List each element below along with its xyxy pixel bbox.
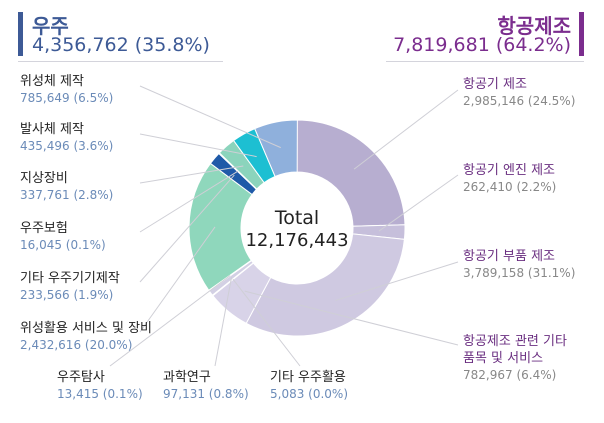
slice-label-name: 위성체 제작 [20, 74, 84, 89]
leader-line-5 [214, 277, 233, 367]
slice-label-aircraft-mfg: 항공기 제조 2,985,146 (24.5%) [463, 76, 575, 110]
slice-label-parts-mfg: 항공기 부품 제조 3,789,158 (31.1%) [463, 248, 575, 282]
leader-line-2 [335, 261, 459, 301]
slice-label-name: 발사체 제작 [20, 122, 84, 137]
donut-center-text: Total 12,176,443 [245, 206, 349, 252]
space-category-value: 4,356,762 (35.8%) [32, 34, 210, 56]
slice-label-name: 위성활용 서비스 및 장비 [20, 321, 152, 336]
slice-label-name: 항공제조 관련 기타 [463, 334, 567, 349]
slice-label-value: 16,045 (0.1%) [20, 238, 106, 252]
slice-label-value: 785,649 (6.5%) [20, 91, 114, 105]
slice-label-value: 2,985,146 (24.5%) [463, 94, 576, 108]
slice-label-science: 과학연구 97,131 (0.8%) [163, 369, 249, 403]
leader-line-9 [139, 170, 239, 233]
leader-line-12 [139, 85, 281, 149]
total-value: 12,176,443 [245, 230, 349, 251]
slice-label-value: 337,761 (2.8%) [20, 188, 114, 202]
slice-label-value: 2,432,616 (20.0%) [20, 338, 133, 352]
leader-line-3 [244, 290, 459, 346]
slice-label-other-space-use: 기타 우주활용 5,083 (0.0%) [270, 369, 348, 403]
donut-hole [241, 172, 353, 284]
slice-label-value: 13,415 (0.1%) [57, 387, 143, 401]
slice-label-name: 우주탐사 [57, 370, 105, 385]
leader-line-1 [378, 174, 459, 232]
slice-label-name: 기타 우주활용 [270, 370, 346, 385]
slice-label-name: 기타 우주기기제작 [20, 271, 120, 286]
leader-line-11 [139, 133, 257, 158]
slice-label-other-space-equipment: 기타 우주기기제작 233,566 (1.9%) [20, 270, 120, 304]
slice-label-value: 97,131 (0.8%) [163, 387, 249, 401]
slice-label-space-insurance: 우주보험 16,045 (0.1%) [20, 220, 106, 254]
slice-label-exploration: 우주탐사 13,415 (0.1%) [57, 369, 143, 403]
slice-label-aviation-other: 항공제조 관련 기타 품목 및 서비스 782,967 (6.4%) [463, 333, 567, 384]
slice-label-name: 지상장비 [20, 171, 68, 186]
leader-line-4 [232, 278, 301, 367]
leader-line-8 [139, 174, 235, 283]
slice-label-name: 항공기 부품 제조 [463, 249, 555, 264]
leader-line-0 [353, 89, 459, 170]
leader-line-7 [139, 226, 216, 333]
slice-label-launcher-mfg: 발사체 제작 435,496 (3.6%) [20, 121, 113, 155]
slice-label-value: 3,789,158 (31.1%) [463, 266, 576, 280]
aviation-accent-bar [579, 12, 584, 56]
slice-label-name: 항공기 제조 [463, 77, 527, 92]
slice-label-name: 과학연구 [163, 370, 211, 385]
slice-label-value: 5,083 (0.0%) [270, 387, 349, 401]
space-header-underline [18, 61, 223, 62]
slice-label-satellite-mfg: 위성체 제작 785,649 (6.5%) [20, 73, 113, 107]
space-accent-bar [18, 12, 23, 56]
aviation-category-value: 7,819,681 (64.2%) [393, 34, 571, 56]
slice-label-value: 233,566 (1.9%) [20, 288, 114, 302]
slice-label-value: 435,496 (3.6%) [20, 139, 114, 153]
total-label: Total [274, 207, 320, 229]
slice-label-name-cont: 품목 및 서비스 [463, 351, 544, 366]
slice-label-name: 우주보험 [20, 221, 68, 236]
leader-line-10 [139, 165, 244, 184]
slice-label-satellite-services: 위성활용 서비스 및 장비 2,432,616 (20.0%) [20, 320, 152, 354]
leader-line-6 [109, 275, 231, 367]
space-category-title: 우주 [32, 14, 69, 38]
aviation-header-underline [386, 61, 584, 62]
aviation-category-title: 항공제조 [497, 14, 571, 38]
slice-label-engine-mfg: 항공기 엔진 제조 262,410 (2.2%) [463, 162, 556, 196]
slice-label-name: 항공기 엔진 제조 [463, 163, 555, 178]
slice-label-value: 262,410 (2.2%) [463, 180, 557, 194]
slice-label-ground-equipment: 지상장비 337,761 (2.8%) [20, 170, 113, 204]
slice-label-value: 782,967 (6.4%) [463, 368, 557, 382]
